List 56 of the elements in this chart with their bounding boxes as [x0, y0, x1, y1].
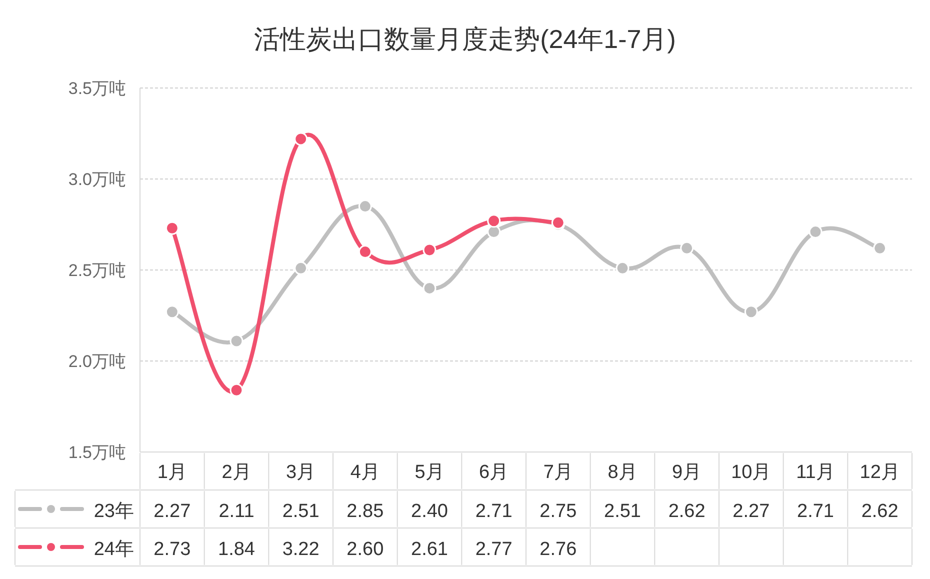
data-label: 2.11: [218, 501, 254, 522]
x-tick-label: 8月: [608, 462, 638, 483]
data-label: 2.71: [475, 501, 512, 522]
point: [808, 225, 822, 239]
data-label: 2.62: [668, 501, 706, 522]
point: [422, 243, 436, 257]
data-label: 2.76: [540, 539, 577, 560]
data-label: 2.51: [282, 501, 320, 522]
point: [358, 200, 372, 214]
y-tick-label: 1.5万吨: [68, 443, 126, 462]
x-tick-label: 11月: [796, 462, 835, 483]
data-label: 2.27: [732, 501, 770, 522]
point: [358, 245, 372, 259]
point: [487, 225, 501, 239]
point: [165, 305, 179, 319]
y-tick-label: 3.0万吨: [68, 170, 126, 189]
data-label: 2.51: [604, 501, 641, 522]
data-label: 2.71: [797, 501, 834, 522]
data-label: 2.60: [346, 539, 384, 560]
data-label: 2.73: [154, 539, 191, 560]
point: [487, 214, 501, 228]
point: [294, 132, 308, 146]
data-label: 2.77: [475, 539, 512, 560]
point: [873, 241, 887, 255]
chart-title: 活性炭出口数量月度走势(24年1-7月): [254, 24, 676, 54]
point: [744, 305, 758, 319]
point: [230, 383, 244, 397]
data-label: 2.62: [861, 501, 898, 522]
x-tick-label: 12月: [860, 462, 900, 483]
data-label: 2.27: [154, 501, 191, 522]
x-tick-label: 1月: [157, 462, 187, 483]
data-label: 1.84: [218, 539, 256, 560]
point: [422, 281, 436, 295]
x-tick-label: 5月: [414, 462, 444, 483]
y-tick-label: 3.5万吨: [68, 79, 126, 98]
data-label: 2.75: [540, 501, 577, 522]
point: [294, 261, 308, 275]
x-tick-label: 10月: [731, 462, 772, 483]
x-tick-label: 9月: [672, 462, 702, 483]
point: [165, 221, 179, 235]
point: [616, 261, 630, 275]
data-label: 2.85: [346, 501, 384, 522]
x-tick-label: 6月: [479, 462, 509, 483]
x-tick-label: 2月: [222, 462, 252, 483]
x-tick-label: 3月: [286, 462, 316, 483]
x-tick-label: 4月: [350, 462, 380, 483]
data-label: 2.40: [411, 501, 448, 522]
point: [680, 241, 694, 255]
point: [230, 334, 244, 348]
data-label: 3.22: [282, 539, 320, 560]
y-tick-label: 2.0万吨: [68, 352, 126, 371]
x-tick-label: 7月: [543, 462, 573, 483]
data-label: 2.61: [411, 539, 448, 560]
legend-label: 23年: [94, 501, 134, 522]
legend-label: 24年: [94, 539, 134, 560]
y-tick-label: 2.5万吨: [68, 261, 126, 280]
